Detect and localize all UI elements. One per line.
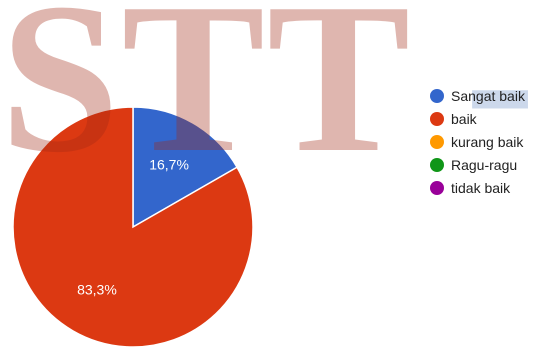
legend-item-0: Sangat baik	[430, 84, 525, 107]
legend-item-2: kurang baik	[430, 130, 525, 153]
pie-slice-1	[12, 106, 254, 348]
legend-swatch-0	[430, 88, 444, 103]
legend-label-3: Ragu-ragu	[451, 156, 518, 173]
legend-label-2: kurang baik	[451, 133, 524, 150]
pie-slices	[12, 106, 254, 348]
legend-swatch-2	[430, 134, 444, 149]
legend-swatch-3	[430, 157, 444, 172]
legend-item-3: Ragu-ragu	[430, 153, 525, 176]
legend-label-0: Sangat baik	[451, 87, 525, 104]
legend-swatch-4	[430, 180, 444, 195]
legend-label-4: tidak baik	[451, 179, 511, 196]
pie-slice-label-1: 83,3%	[77, 281, 117, 297]
chart-legend: Sangat baik baik kurang baik Ragu-ragu tidak…	[430, 84, 525, 199]
pie-slice-label-0: 16,7%	[149, 157, 189, 173]
pie-slice-0	[132, 106, 239, 229]
legend-item-1: baik	[430, 107, 525, 130]
legend-label-1: baik	[451, 110, 477, 127]
pie-slice-labels: 16,7% 83,3%	[77, 157, 189, 298]
legend-swatch-1	[430, 111, 444, 126]
legend-item-4: tidak baik	[430, 176, 525, 199]
